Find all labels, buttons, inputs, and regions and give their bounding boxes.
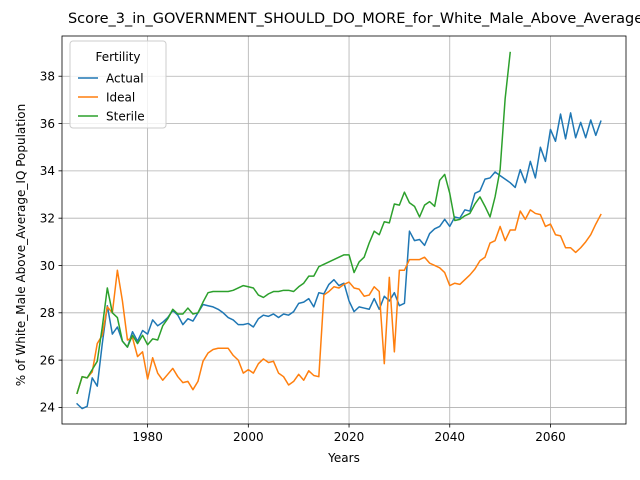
plot-frame (61, 35, 627, 425)
x-tick-label: 1980 (132, 430, 163, 444)
y-tick-label: 26 (40, 353, 55, 367)
y-tick-label: 24 (40, 401, 55, 415)
chart-title: Score_3_in_GOVERNMENT_SHOULD_DO_MORE_for… (68, 11, 640, 27)
legend: Fertility Actual Ideal Sterile (69, 40, 167, 129)
x-tick-label: 2040 (434, 430, 465, 444)
y-tick-label: 36 (40, 117, 55, 131)
y-tick-label: 34 (40, 164, 55, 178)
y-tick-label: 30 (40, 259, 55, 273)
x-tick-label: 2000 (233, 430, 264, 444)
y-axis-label: % of White_Male Above_Average_IQ Populat… (14, 104, 28, 387)
legend-label-sterile: Sterile (106, 109, 145, 123)
y-tick-label: 32 (40, 211, 55, 225)
legend-box (69, 40, 167, 129)
series-line-ideal (76, 209, 602, 395)
series-line-actual (76, 112, 602, 410)
y-tick-label: 28 (40, 306, 55, 320)
legend-label-actual: Actual (106, 71, 144, 85)
x-axis-ticks: 1980 2000 2020 2040 2060 (132, 424, 566, 444)
x-tick-label: 2060 (535, 430, 566, 444)
plot-series (76, 51, 602, 410)
y-axis-ticks: 24 26 28 30 32 34 36 38 (40, 70, 62, 415)
legend-label-ideal: Ideal (106, 90, 135, 104)
x-axis-label: Years (327, 451, 360, 465)
y-tick-label: 38 (40, 70, 55, 84)
series-line-sterile (76, 51, 512, 395)
legend-items: Actual Ideal Sterile (78, 71, 145, 123)
grid-lines (62, 36, 626, 424)
x-tick-label: 2020 (334, 430, 365, 444)
legend-title: Fertility (95, 50, 140, 64)
